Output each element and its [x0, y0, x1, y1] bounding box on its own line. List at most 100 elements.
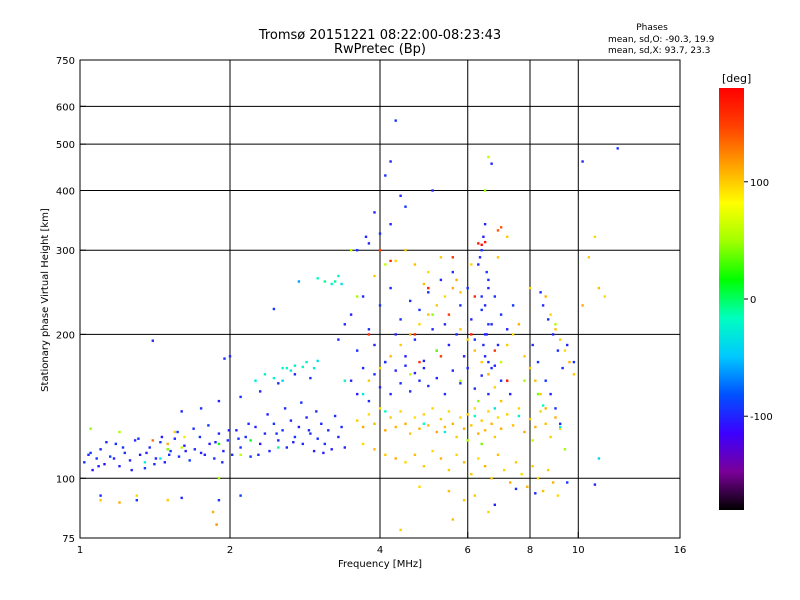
data-point [482, 235, 485, 238]
x-tick-label: 6 [465, 545, 471, 556]
colorbar [719, 88, 744, 510]
data-point [343, 379, 346, 382]
data-point [289, 419, 293, 422]
data-point [244, 435, 247, 439]
y-tick-label: 300 [56, 246, 75, 257]
data-point [487, 360, 490, 364]
data-point [506, 413, 509, 416]
data-point [451, 369, 454, 372]
data-point [536, 392, 540, 396]
data-point [159, 457, 162, 460]
data-point [389, 259, 392, 263]
data-point [277, 446, 280, 449]
data-point [337, 338, 340, 341]
data-point [378, 366, 382, 370]
data-point [480, 360, 483, 364]
data-point [483, 355, 487, 358]
data-point [483, 465, 487, 468]
data-point [281, 379, 284, 382]
data-point [485, 270, 488, 274]
data-point [404, 364, 407, 367]
data-point [297, 280, 301, 283]
data-point [477, 457, 480, 460]
data-point [554, 407, 557, 410]
data-point [422, 413, 426, 416]
data-point [523, 355, 526, 358]
data-point [159, 441, 162, 444]
data-point [356, 392, 359, 396]
data-point [272, 376, 276, 380]
y-axis-ticks: 75 100 200 300 400 500 600 750 [56, 56, 86, 545]
data-point [536, 477, 540, 480]
data-point [462, 427, 466, 430]
x-tick-label: 4 [377, 545, 383, 556]
data-point [217, 499, 221, 502]
x-tick-label: 8 [527, 545, 533, 556]
data-point [367, 328, 371, 331]
data-point [544, 295, 547, 298]
data-point [528, 417, 532, 421]
data-point [333, 280, 337, 283]
data-point [487, 392, 490, 396]
data-point [349, 379, 353, 382]
stats-line-x: mean, sd,X: 93.7, 23.3 [608, 46, 710, 56]
data-point [551, 333, 555, 336]
data-point [316, 437, 319, 440]
data-point [459, 382, 462, 385]
data-point [281, 366, 284, 370]
data-point [154, 457, 158, 460]
data-point [496, 256, 500, 259]
data-point [455, 453, 458, 456]
data-point [517, 323, 521, 326]
data-point [83, 461, 86, 464]
data-point [330, 282, 333, 286]
data-point [263, 432, 267, 435]
data-point [394, 119, 397, 122]
data-point [413, 263, 417, 266]
data-point [413, 453, 417, 456]
data-point [514, 461, 518, 464]
data-point [523, 430, 526, 434]
data-point [166, 499, 169, 502]
data-point [361, 442, 365, 446]
data-point [105, 441, 108, 444]
data-point [517, 407, 521, 410]
data-point [367, 399, 371, 403]
data-point [534, 379, 537, 382]
data-point [293, 373, 297, 376]
data-point [554, 323, 557, 326]
data-point [443, 392, 447, 396]
data-point [166, 442, 169, 446]
data-point [483, 223, 487, 226]
data-point [177, 455, 181, 458]
data-point [506, 328, 509, 331]
data-point [431, 449, 434, 453]
data-point [511, 424, 515, 427]
data-point [418, 323, 421, 326]
data-point [356, 249, 359, 252]
data-point [272, 307, 276, 311]
data-point [192, 427, 195, 430]
data-point [249, 439, 252, 442]
data-point [384, 263, 387, 266]
data-point [539, 410, 542, 413]
data-point [487, 373, 490, 376]
data-point [227, 429, 231, 432]
data-point [320, 422, 323, 425]
data-point [549, 392, 552, 396]
data-point [180, 496, 183, 500]
data-point [188, 459, 191, 462]
data-point [384, 360, 387, 364]
data-point [572, 373, 576, 376]
data-point [333, 414, 337, 418]
x-axis-label: Frequency [MHz] [338, 559, 422, 570]
data-point [493, 364, 496, 367]
data-point [526, 485, 529, 488]
data-point [384, 174, 387, 177]
data-point [483, 240, 487, 244]
data-point [118, 501, 121, 504]
data-point [254, 379, 257, 382]
data-point [322, 451, 325, 455]
data-point [148, 446, 151, 449]
data-point [207, 424, 210, 427]
